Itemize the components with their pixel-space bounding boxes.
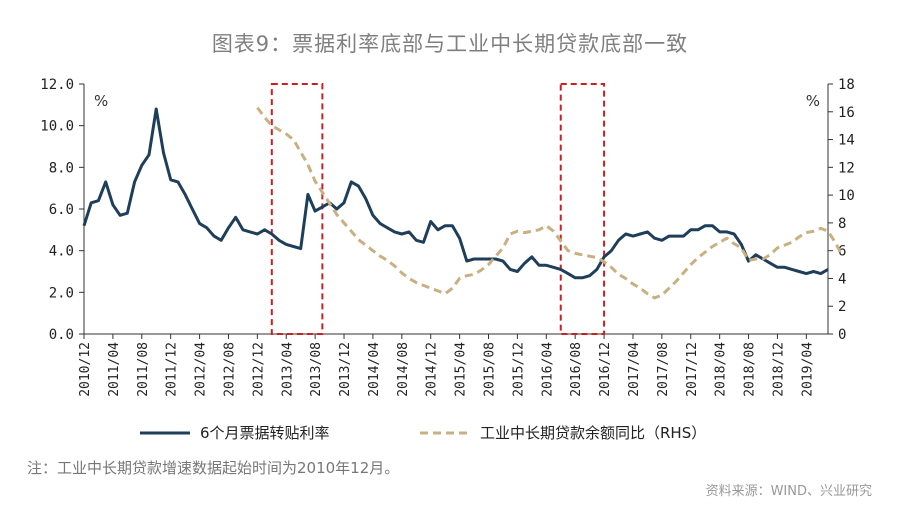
left-tick-label: 0.0 (49, 327, 74, 343)
x-tick-label: 2013/08 (309, 342, 324, 397)
x-tick-label: 2017/12 (685, 342, 700, 397)
left-tick-label: 6.0 (49, 202, 74, 218)
x-tick-label: 2014/12 (425, 342, 440, 397)
right-tick-label: 0 (838, 327, 846, 343)
legend-label-loan: 工业中长期贷款余额同比（RHS） (480, 424, 706, 442)
left-tick-label: 10.0 (40, 119, 74, 135)
highlight-boxes (270, 83, 606, 335)
left-tick-label: 4.0 (49, 244, 74, 260)
right-tick-label: 18 (838, 77, 855, 93)
x-tick-label: 2018/12 (771, 342, 786, 397)
axes: 0.0 2.0 4.0 6.0 8.0 10.0 12.0 0 2 4 6 8 10 12 14 16 18%%… (40, 77, 855, 397)
x-tick-label: 2012/12 (251, 342, 266, 397)
series-line-loan (256, 106, 844, 300)
highlight-box (559, 83, 606, 335)
x-tick-label: 2019/04 (800, 342, 815, 397)
footnote: 注：工业中长期贷款增速数据起始时间为2010年12月。 (27, 459, 400, 477)
right-tick-label: 16 (838, 105, 855, 121)
right-tick-label: 6 (838, 244, 846, 260)
series (82, 106, 844, 300)
right-tick-label: 2 (838, 299, 846, 315)
x-tick-label: 2017/04 (627, 342, 642, 397)
legend-label-rate: 6个月票据转贴利率 (200, 424, 330, 442)
x-tick-label: 2010/12 (78, 342, 93, 397)
x-tick-label: 2011/08 (136, 342, 151, 397)
right-tick-label: 4 (838, 271, 846, 287)
x-tick-label: 2018/08 (743, 342, 758, 397)
x-tick-label: 2014/08 (396, 342, 411, 397)
right-tick-label: 14 (838, 133, 855, 149)
chart-title: 图表9：票据利率底部与工业中长期贷款底部一致 (211, 32, 689, 56)
x-tick-label: 2017/08 (656, 342, 671, 397)
source-note: 资料来源：WIND、兴业研究 (705, 484, 872, 499)
x-tick-label: 2015/04 (454, 342, 469, 397)
left-tick-label: 8.0 (49, 160, 74, 176)
right-tick-label: 10 (838, 188, 855, 204)
left-unit-label: % (94, 92, 108, 110)
x-tick-label: 2016/08 (569, 342, 584, 397)
x-tick-label: 2016/12 (598, 342, 613, 397)
right-unit-label: % (806, 92, 820, 110)
x-tick-label: 2018/04 (714, 342, 729, 397)
x-tick-label: 2012/04 (194, 342, 209, 397)
x-tick-label: 2016/04 (540, 342, 555, 397)
right-tick-label: 12 (838, 160, 855, 176)
x-tick-label: 2011/12 (165, 342, 180, 397)
x-tick-label: 2012/08 (222, 342, 237, 397)
x-tick-label: 2015/08 (483, 342, 498, 397)
highlight-box (270, 83, 324, 335)
x-tick-label: 2013/04 (280, 342, 295, 397)
left-tick-label: 12.0 (40, 77, 74, 93)
left-tick-label: 2.0 (49, 285, 74, 301)
x-tick-label: 2015/12 (511, 342, 526, 397)
x-tick-label: 2013/12 (338, 342, 353, 397)
legend: 6个月票据转贴利率 工业中长期贷款余额同比（RHS） (140, 424, 706, 442)
series-line-rate (82, 107, 829, 280)
x-tick-label: 2011/04 (107, 342, 122, 397)
right-tick-label: 8 (838, 216, 846, 232)
x-tick-label: 2014/04 (367, 342, 382, 397)
